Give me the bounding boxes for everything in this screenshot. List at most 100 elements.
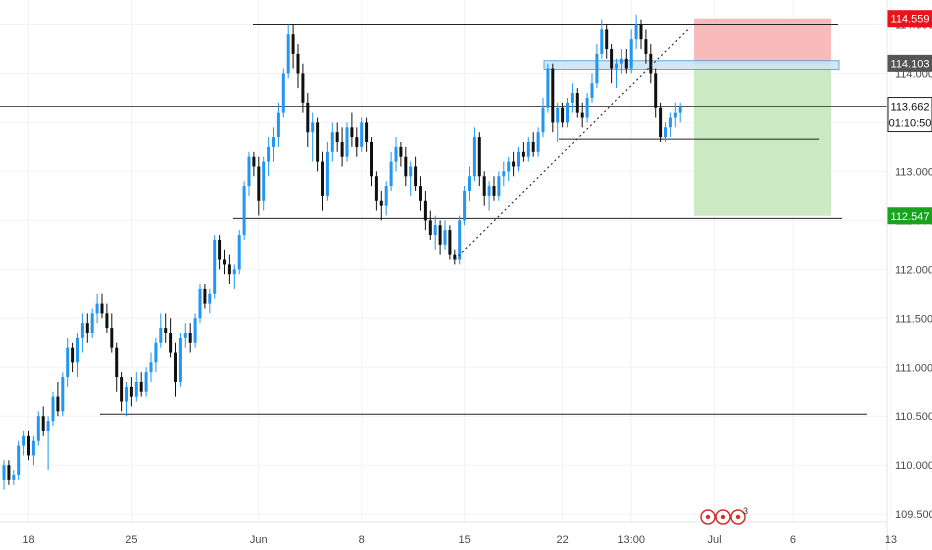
candle-body: [193, 318, 197, 343]
candle-body: [272, 137, 275, 147]
candle-body: [144, 372, 148, 392]
candle-body: [85, 323, 89, 333]
candle-body: [208, 293, 212, 304]
entry-price-tag-bg: [887, 54, 932, 72]
candle-body: [600, 29, 604, 54]
candle-body: [252, 156, 256, 167]
x-tick-label: 8: [359, 534, 365, 546]
y-tick-label: 110.500: [895, 411, 932, 423]
candle-body: [110, 328, 114, 348]
candle-body: [281, 73, 285, 113]
candle-body: [482, 176, 486, 196]
candle-body: [218, 239, 222, 260]
candle-body: [360, 122, 364, 147]
candle-body: [463, 190, 467, 221]
candle-body: [379, 200, 383, 206]
current-price-tag: 113.662: [891, 102, 930, 114]
candle-body: [472, 137, 476, 177]
candle-body: [458, 220, 462, 260]
candle-body: [100, 303, 104, 314]
event-count: 3: [743, 506, 748, 516]
candle-body: [595, 53, 599, 84]
candle-body: [546, 68, 550, 108]
drawing-overlay: [454, 26, 691, 260]
candle-body: [561, 107, 565, 123]
candle-body: [453, 254, 457, 260]
candle-body: [276, 112, 280, 138]
event-flag-dot: [735, 514, 741, 520]
candle-body: [330, 132, 334, 152]
candle-body: [438, 225, 442, 245]
candles: [2, 14, 682, 490]
candle-body: [46, 421, 50, 431]
x-tick-label: 13: [885, 534, 897, 546]
candle-body: [125, 386, 128, 402]
candle-body: [237, 235, 241, 270]
candle-body: [12, 474, 16, 480]
candle-body: [531, 142, 535, 152]
candle-body: [423, 200, 427, 221]
candle-body: [95, 303, 99, 314]
candle-body: [536, 132, 540, 152]
candle-body: [51, 396, 55, 422]
candle-body: [350, 127, 354, 138]
y-tick-label: 109.500: [895, 509, 932, 521]
trend-line: [454, 26, 691, 260]
candle-body: [541, 107, 545, 133]
event-flag-dot: [720, 514, 726, 520]
candle-body: [448, 230, 452, 255]
candle-body: [41, 416, 45, 431]
candle-body: [267, 146, 271, 162]
candle-body: [27, 435, 30, 456]
candle-body: [556, 107, 560, 123]
candle-body: [17, 445, 21, 475]
candle-body: [174, 352, 177, 382]
event-flag-dot: [705, 514, 711, 520]
candle-body: [80, 323, 84, 338]
candle-body: [629, 39, 633, 69]
candle-body: [468, 176, 471, 191]
candle-body: [257, 166, 261, 201]
target-price-tag: 112.547: [891, 211, 930, 223]
entry-price-tag: 114.103: [891, 58, 930, 70]
candle-body: [61, 377, 65, 412]
candle-body: [198, 288, 202, 319]
candle-body: [370, 142, 373, 177]
candle-body: [223, 259, 226, 265]
candle-body: [394, 146, 398, 162]
candle-body: [129, 386, 133, 397]
candle-body: [159, 328, 163, 343]
candle-body: [512, 161, 516, 167]
price-axis[interactable]: 109.500 110.000 110.500 111.000 111.500 112.0…: [895, 19, 932, 521]
candle-body: [566, 102, 569, 123]
candle-body: [610, 48, 614, 69]
candle-body: [668, 117, 672, 128]
candle-body: [188, 332, 192, 343]
candle-body: [76, 337, 79, 363]
candle-body: [404, 156, 408, 177]
candle-body: [414, 166, 418, 187]
economic-events[interactable]: 3: [700, 506, 748, 525]
x-tick-label: Jul: [707, 534, 721, 546]
candle-body: [365, 122, 369, 143]
candle-body: [120, 377, 124, 402]
candle-body: [149, 362, 153, 373]
target-price-tag-bg: [887, 207, 932, 225]
stop-loss-zone: [694, 18, 831, 64]
candle-body: [183, 332, 187, 338]
candle-body: [678, 106, 682, 113]
x-tick-label: 13:00: [617, 534, 645, 546]
candle-body: [374, 176, 378, 201]
candle-body: [570, 93, 574, 103]
candle-body: [355, 137, 359, 147]
y-tick-label: 110.000: [895, 460, 932, 472]
x-tick-label: 22: [556, 534, 568, 546]
candle-body: [242, 186, 246, 236]
x-tick-label: 6: [790, 534, 796, 546]
candle-body: [301, 73, 305, 103]
bar-countdown: 01:10:50: [889, 118, 932, 130]
candle-body: [31, 440, 35, 456]
entry-zone-rect: [543, 60, 840, 71]
